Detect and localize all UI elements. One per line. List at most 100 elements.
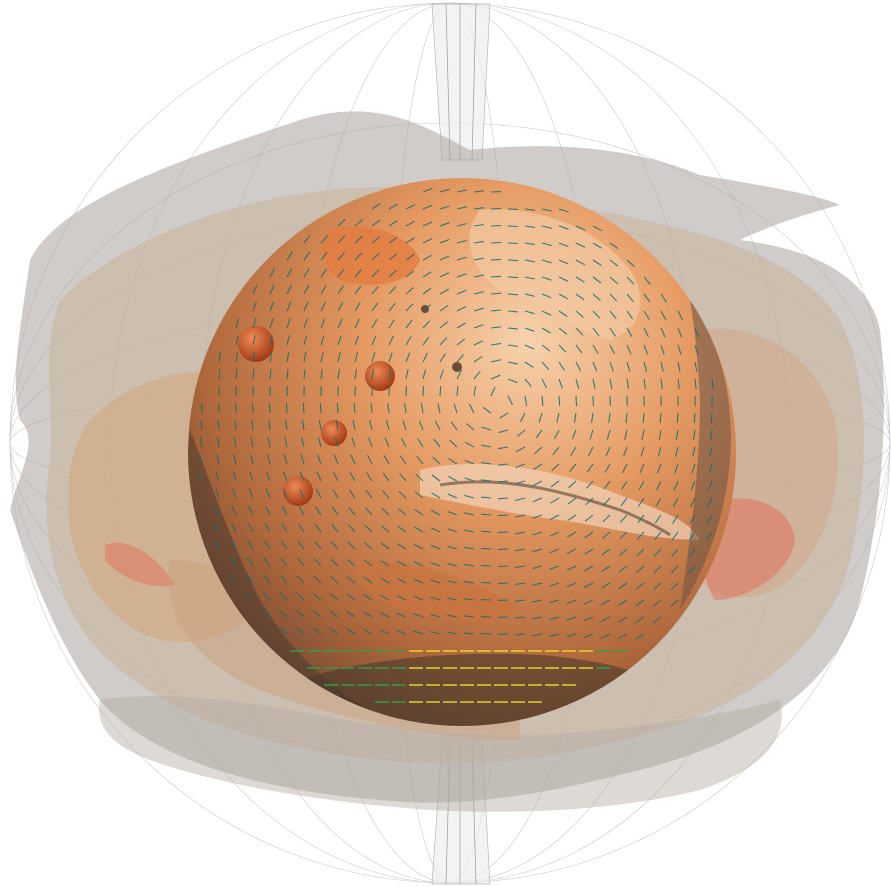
wind-vector — [296, 609, 305, 618]
wind-vector — [268, 420, 271, 431]
wind-vector — [507, 276, 519, 279]
wind-vector — [558, 327, 568, 335]
wind-vector — [303, 301, 309, 312]
wind-vector — [583, 599, 594, 605]
wind-vector — [657, 446, 662, 457]
wind-vector — [673, 480, 679, 491]
wind-vector — [396, 612, 407, 618]
wind-vector — [592, 344, 599, 354]
wind-vector — [303, 335, 308, 346]
wind-vector — [422, 204, 433, 210]
wind-vector — [635, 599, 645, 607]
wind-vector — [371, 335, 377, 346]
wind-vector — [515, 548, 526, 552]
wind-vector — [490, 386, 496, 397]
wind-vector — [234, 402, 237, 414]
wind-vector — [592, 327, 600, 337]
wind-vector — [552, 446, 560, 456]
wind-vector — [388, 220, 398, 227]
wind-vector — [515, 599, 526, 602]
wind-vector — [284, 437, 288, 448]
wind-vector — [575, 327, 584, 336]
wind-vector — [609, 378, 613, 389]
wind-vector — [303, 284, 310, 295]
wind-vector — [281, 505, 288, 516]
wind-vector — [473, 207, 484, 210]
wind-vector — [638, 480, 645, 490]
wind-vector — [330, 558, 339, 567]
foreground-cloud-band — [99, 695, 782, 812]
wind-vector — [480, 496, 492, 499]
wind-vector — [464, 546, 475, 550]
wind-vector — [507, 361, 518, 365]
wind-vector — [405, 319, 413, 329]
wind-vector — [415, 473, 424, 482]
wind-vector — [422, 187, 433, 193]
wind-vector — [264, 540, 271, 550]
wind-vector-field — [198, 187, 714, 703]
wind-vector — [349, 472, 356, 482]
wind-vector — [332, 489, 339, 499]
wind-vector — [380, 542, 390, 550]
wind-vector — [456, 306, 467, 312]
wind-vector — [541, 310, 552, 316]
wind-vector — [481, 426, 492, 431]
wind-vector — [268, 402, 271, 414]
wind-vector — [626, 361, 631, 372]
wind-vector — [490, 241, 502, 244]
wind-vector — [303, 234, 311, 244]
wind-vector — [497, 497, 509, 500]
wind-vector — [251, 402, 254, 414]
wind-vector — [417, 438, 424, 448]
wind-vector — [516, 429, 526, 437]
wind-vector — [541, 259, 552, 264]
wind-vector — [279, 626, 288, 635]
wind-vector — [456, 206, 467, 210]
wind-vector — [571, 429, 577, 440]
wind-vector — [626, 276, 635, 285]
wind-vector — [404, 403, 407, 414]
wind-vector — [626, 378, 630, 389]
wind-vector — [286, 268, 293, 278]
wind-vector — [635, 633, 645, 640]
wind-vector — [422, 238, 433, 244]
wind-vector — [367, 454, 373, 465]
wind-vector — [313, 592, 322, 601]
wind-vector — [541, 395, 544, 407]
wind-vector — [549, 633, 560, 637]
wind-vector — [405, 286, 414, 295]
wind-vector — [233, 437, 237, 448]
wind-vector — [456, 338, 466, 346]
wind-vector — [283, 454, 288, 465]
wind-vector — [584, 514, 594, 522]
wind-vector — [263, 557, 271, 567]
wind-vector — [566, 616, 577, 621]
wind-vector — [558, 361, 565, 371]
wind-vector — [464, 563, 475, 567]
wind-vector — [566, 633, 577, 638]
wind-vector — [320, 251, 328, 261]
wind-vector — [603, 480, 611, 490]
wind-vector — [316, 471, 322, 482]
wind-vector — [286, 284, 292, 295]
wind-vector — [558, 208, 569, 213]
wind-vector — [297, 540, 305, 550]
wind-vector — [214, 505, 220, 516]
wind-vector — [464, 512, 475, 516]
wind-vector — [447, 562, 458, 567]
wind-vector — [295, 627, 305, 635]
wind-vector — [710, 412, 713, 424]
wind-vector — [601, 565, 611, 572]
wind-vector — [660, 361, 664, 372]
wind-vector — [690, 480, 696, 491]
wind-vector — [473, 190, 484, 193]
wind-vector — [235, 352, 238, 363]
wind-vector — [656, 480, 662, 491]
wind-vector — [473, 274, 484, 278]
wind-vector — [694, 378, 697, 389]
wind-vector — [694, 361, 698, 372]
wind-vector — [447, 510, 458, 516]
wind-vector — [515, 446, 526, 453]
wind-vector — [456, 239, 467, 244]
